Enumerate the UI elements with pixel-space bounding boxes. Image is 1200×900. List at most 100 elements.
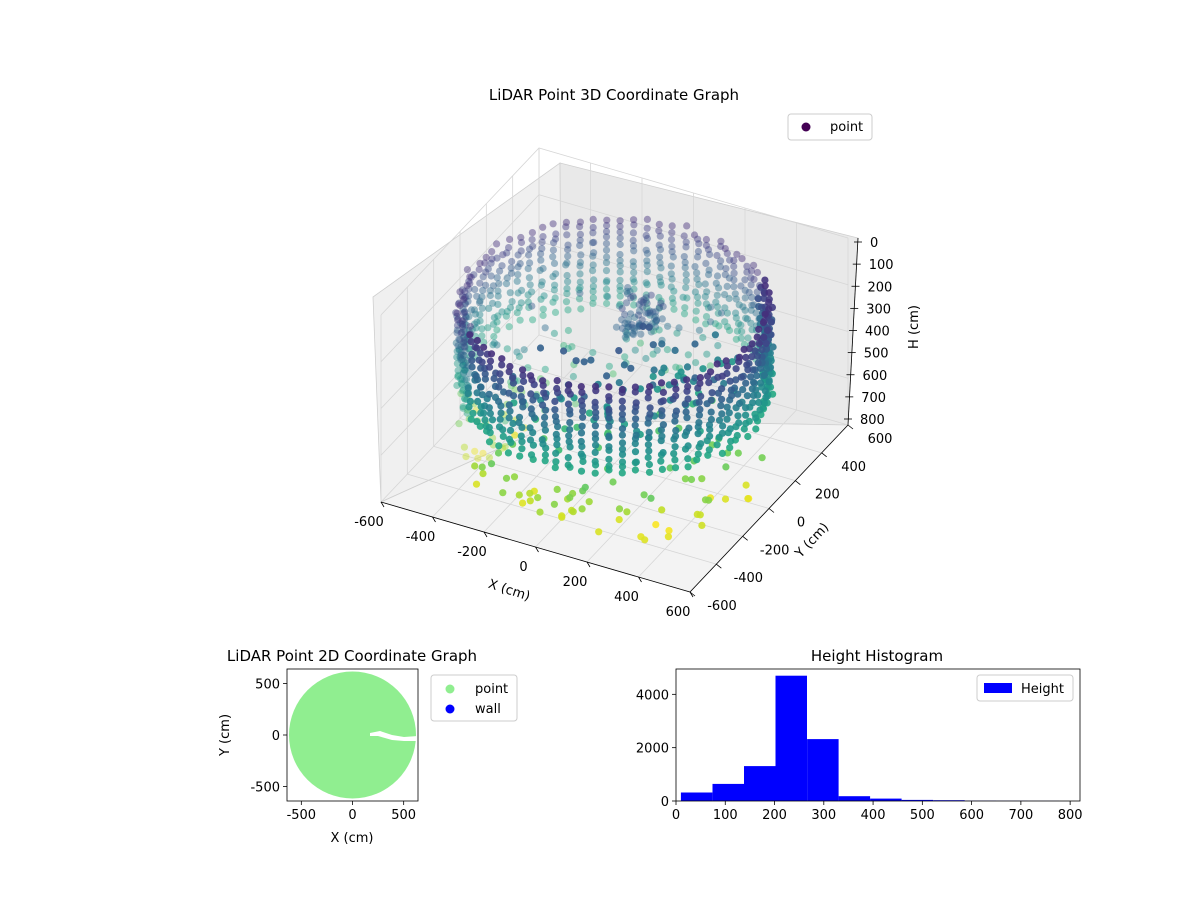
point-3d: [455, 346, 463, 354]
point-3d: [616, 228, 624, 236]
x-tick-label-3d: 0: [519, 560, 527, 575]
point-3d: [536, 266, 544, 274]
point-3d: [621, 319, 629, 327]
point-3d: [551, 235, 560, 243]
point-3d: [461, 343, 469, 351]
point-3d: [682, 238, 690, 246]
y-tick-label-3d: 0: [797, 516, 805, 531]
point-3d: [739, 303, 747, 311]
point-3d: [629, 329, 637, 338]
point-cloud-3d: [452, 215, 777, 544]
point-3d: [658, 465, 667, 473]
point-3d: [498, 361, 506, 369]
point-3d: [505, 389, 513, 397]
point-3d: [732, 335, 740, 343]
point-3d: [592, 413, 600, 421]
point-3d: [454, 315, 462, 323]
point-3d: [658, 432, 666, 440]
point-3d: [454, 300, 463, 308]
point-3d: [602, 233, 611, 241]
point-3d: [577, 383, 585, 391]
point-3d: [457, 354, 465, 362]
point-3d: [585, 498, 593, 506]
point-3d: [453, 347, 461, 355]
point-3d: [635, 301, 643, 309]
point-3d: [656, 246, 665, 254]
point-3d: [495, 383, 503, 391]
point-3d: [644, 419, 652, 427]
chart-3d: LiDAR Point 3D Coordinate Graph -600 -400…: [354, 86, 922, 620]
point-3d: [642, 294, 650, 302]
point-3d: [670, 378, 678, 386]
point-3d: [658, 506, 666, 514]
point-3d: [725, 294, 733, 303]
point-3d: [473, 336, 481, 345]
point-3d: [713, 360, 721, 368]
x-tick-label-histogram: 400: [861, 808, 886, 823]
z-tick-label-3d: 600: [863, 369, 888, 384]
point-3d: [459, 361, 467, 369]
point-3d: [618, 304, 626, 313]
point-3d: [460, 333, 468, 341]
point-3d: [748, 326, 756, 334]
point-3d: [517, 247, 525, 255]
z-axis-label-3d: H (cm): [907, 305, 922, 349]
point-3d: [479, 449, 487, 457]
point-3d: [463, 266, 471, 274]
point-3d: [527, 451, 536, 459]
point-3d: [727, 437, 735, 445]
point-3d: [461, 308, 469, 316]
point-3d: [562, 298, 571, 306]
y-tick-label-histogram: 4000: [636, 688, 669, 703]
point-3d: [585, 409, 594, 417]
point-3d: [457, 351, 465, 359]
point-3d: [705, 266, 713, 274]
point-3d: [681, 258, 689, 267]
point-3d: [461, 308, 469, 316]
point-3d: [658, 407, 666, 415]
point-3d: [459, 351, 467, 359]
point-3d: [509, 419, 517, 428]
point-3d: [506, 407, 514, 415]
point-3d: [460, 309, 468, 317]
point-3d: [510, 473, 519, 481]
histogram-bar: [838, 796, 871, 801]
point-3d: [659, 397, 667, 405]
point-3d: [577, 305, 585, 313]
point-3d: [562, 261, 570, 269]
point-3d: [541, 324, 549, 332]
point-3d: [643, 257, 651, 265]
point-3d: [733, 327, 742, 335]
point-3d: [458, 375, 466, 384]
point-3d: [706, 432, 714, 440]
point-3d: [747, 306, 755, 314]
point-3d: [721, 271, 729, 279]
point-3d: [671, 417, 679, 425]
point-3d: [624, 320, 632, 328]
point-3d: [731, 290, 739, 298]
point-3d: [553, 485, 561, 493]
point-3d: [499, 489, 507, 497]
point-3d: [734, 412, 742, 420]
point-3d: [576, 284, 584, 292]
point-3d: [465, 369, 473, 378]
point-3d: [461, 300, 469, 308]
point-3d: [647, 291, 655, 299]
point-3d: [476, 279, 484, 287]
point-3d: [690, 231, 699, 239]
point-3d: [702, 241, 711, 249]
point-3d: [602, 240, 611, 248]
point-3d: [549, 298, 557, 306]
point-3d: [506, 426, 515, 434]
point-3d: [461, 395, 469, 403]
point-3d: [553, 384, 561, 393]
point-3d: [737, 373, 746, 381]
point-3d: [519, 371, 527, 380]
point-3d: [644, 441, 653, 449]
point-3d: [577, 429, 586, 437]
point-3d: [621, 333, 629, 341]
point-3d: [655, 241, 663, 249]
point-3d: [694, 253, 702, 261]
point-3d: [713, 291, 721, 299]
point-3d: [615, 379, 623, 387]
